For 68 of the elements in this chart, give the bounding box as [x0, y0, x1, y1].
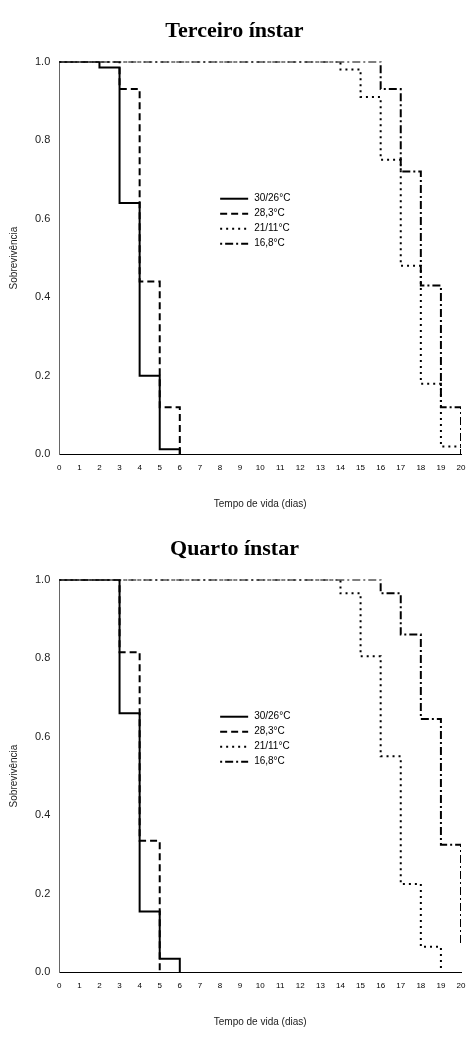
- legend-label: 28,3°C: [254, 207, 285, 219]
- x-tick-label: 18: [416, 981, 426, 991]
- x-tick-label: 13: [315, 463, 326, 473]
- x-tick-label: 20: [456, 463, 466, 473]
- x-tick-label: 9: [237, 981, 243, 991]
- y-tick-label: 0.0: [34, 965, 51, 978]
- y-tick-label: 0.6: [34, 729, 51, 742]
- legend-label: 30/26°C: [254, 710, 291, 722]
- y-tick-label: 0.6: [34, 211, 51, 224]
- x-tick-label: 3: [117, 981, 123, 991]
- x-tick-label: 4: [137, 981, 143, 991]
- x-tick-label: 20: [456, 981, 466, 991]
- x-tick-label: 3: [117, 463, 123, 473]
- x-tick-label: 1: [77, 981, 83, 991]
- x-tick-label: 10: [255, 463, 266, 473]
- legend-label: 16,8°C: [254, 755, 285, 767]
- x-tick-label: 14: [336, 463, 346, 473]
- x-tick-label: 16: [376, 463, 386, 473]
- y-tick-label: 1.0: [34, 54, 51, 67]
- x-tick-label: 7: [197, 981, 203, 991]
- legend-label: 21/11°C: [254, 740, 290, 752]
- x-tick-label: 14: [336, 981, 346, 991]
- x-tick-label: 11: [276, 463, 285, 473]
- x-tick-label: 13: [315, 981, 326, 991]
- x-tick-label: 1: [77, 463, 83, 473]
- x-tick-label: 15: [356, 463, 366, 473]
- x-tick-label: 2: [97, 463, 103, 473]
- legend-label: 30/26°C: [254, 192, 291, 204]
- y-tick-label: 0.8: [34, 651, 51, 664]
- x-tick-label: 18: [416, 463, 426, 473]
- y-tick-label: 0.2: [34, 886, 51, 899]
- chart-title: Quarto ínstar: [169, 534, 300, 562]
- x-tick-label: 0: [57, 981, 63, 991]
- x-tick-label: 8: [217, 981, 223, 991]
- y-tick-label: 1.0: [34, 572, 51, 585]
- x-axis-title: Tempo de vida (dias): [213, 497, 307, 509]
- legend-label: 16,8°C: [254, 237, 285, 249]
- chart-title: Terceiro ínstar: [164, 16, 305, 44]
- x-tick-label: 5: [157, 981, 163, 991]
- x-tick-label: 2: [97, 981, 103, 991]
- legend-label: 28,3°C: [254, 725, 285, 737]
- y-tick-label: 0.4: [34, 290, 51, 303]
- y-axis-title: Sobrevivência: [7, 226, 19, 290]
- x-tick-label: 12: [295, 981, 306, 991]
- x-tick-label: 17: [396, 463, 406, 473]
- y-tick-label: 0.0: [34, 447, 51, 460]
- y-tick-label: 0.2: [34, 368, 51, 381]
- y-tick-label: 0.4: [34, 808, 51, 821]
- x-tick-label: 8: [217, 463, 223, 473]
- y-axis-title: Sobrevivência: [7, 744, 19, 808]
- x-tick-label: 6: [177, 463, 183, 473]
- x-tick-label: 0: [57, 463, 63, 473]
- x-tick-label: 10: [255, 981, 266, 991]
- y-tick-label: 0.8: [34, 133, 51, 146]
- legend-label: 21/11°C: [254, 222, 290, 234]
- x-tick-label: 19: [436, 463, 446, 473]
- x-tick-label: 6: [177, 981, 183, 991]
- x-tick-label: 7: [197, 463, 203, 473]
- x-tick-label: 19: [436, 981, 446, 991]
- x-tick-label: 12: [295, 463, 306, 473]
- x-tick-label: 16: [376, 981, 386, 991]
- x-axis-title: Tempo de vida (dias): [213, 1015, 307, 1027]
- x-tick-label: 15: [356, 981, 366, 991]
- x-tick-label: 4: [137, 463, 143, 473]
- x-tick-label: 17: [396, 981, 406, 991]
- x-tick-label: 5: [157, 463, 163, 473]
- x-tick-label: 11: [276, 981, 285, 991]
- x-tick-label: 9: [237, 463, 243, 473]
